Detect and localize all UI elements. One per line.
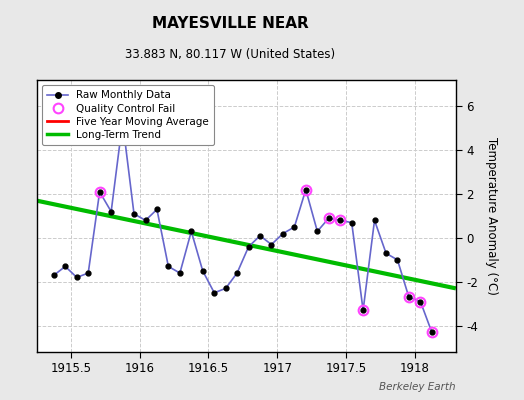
Text: MAYESVILLE NEAR: MAYESVILLE NEAR bbox=[152, 16, 309, 31]
Text: Berkeley Earth: Berkeley Earth bbox=[379, 382, 456, 392]
Y-axis label: Temperature Anomaly (°C): Temperature Anomaly (°C) bbox=[485, 137, 498, 295]
Legend: Raw Monthly Data, Quality Control Fail, Five Year Moving Average, Long-Term Tren: Raw Monthly Data, Quality Control Fail, … bbox=[42, 85, 214, 145]
Text: 33.883 N, 80.117 W (United States): 33.883 N, 80.117 W (United States) bbox=[125, 48, 336, 61]
